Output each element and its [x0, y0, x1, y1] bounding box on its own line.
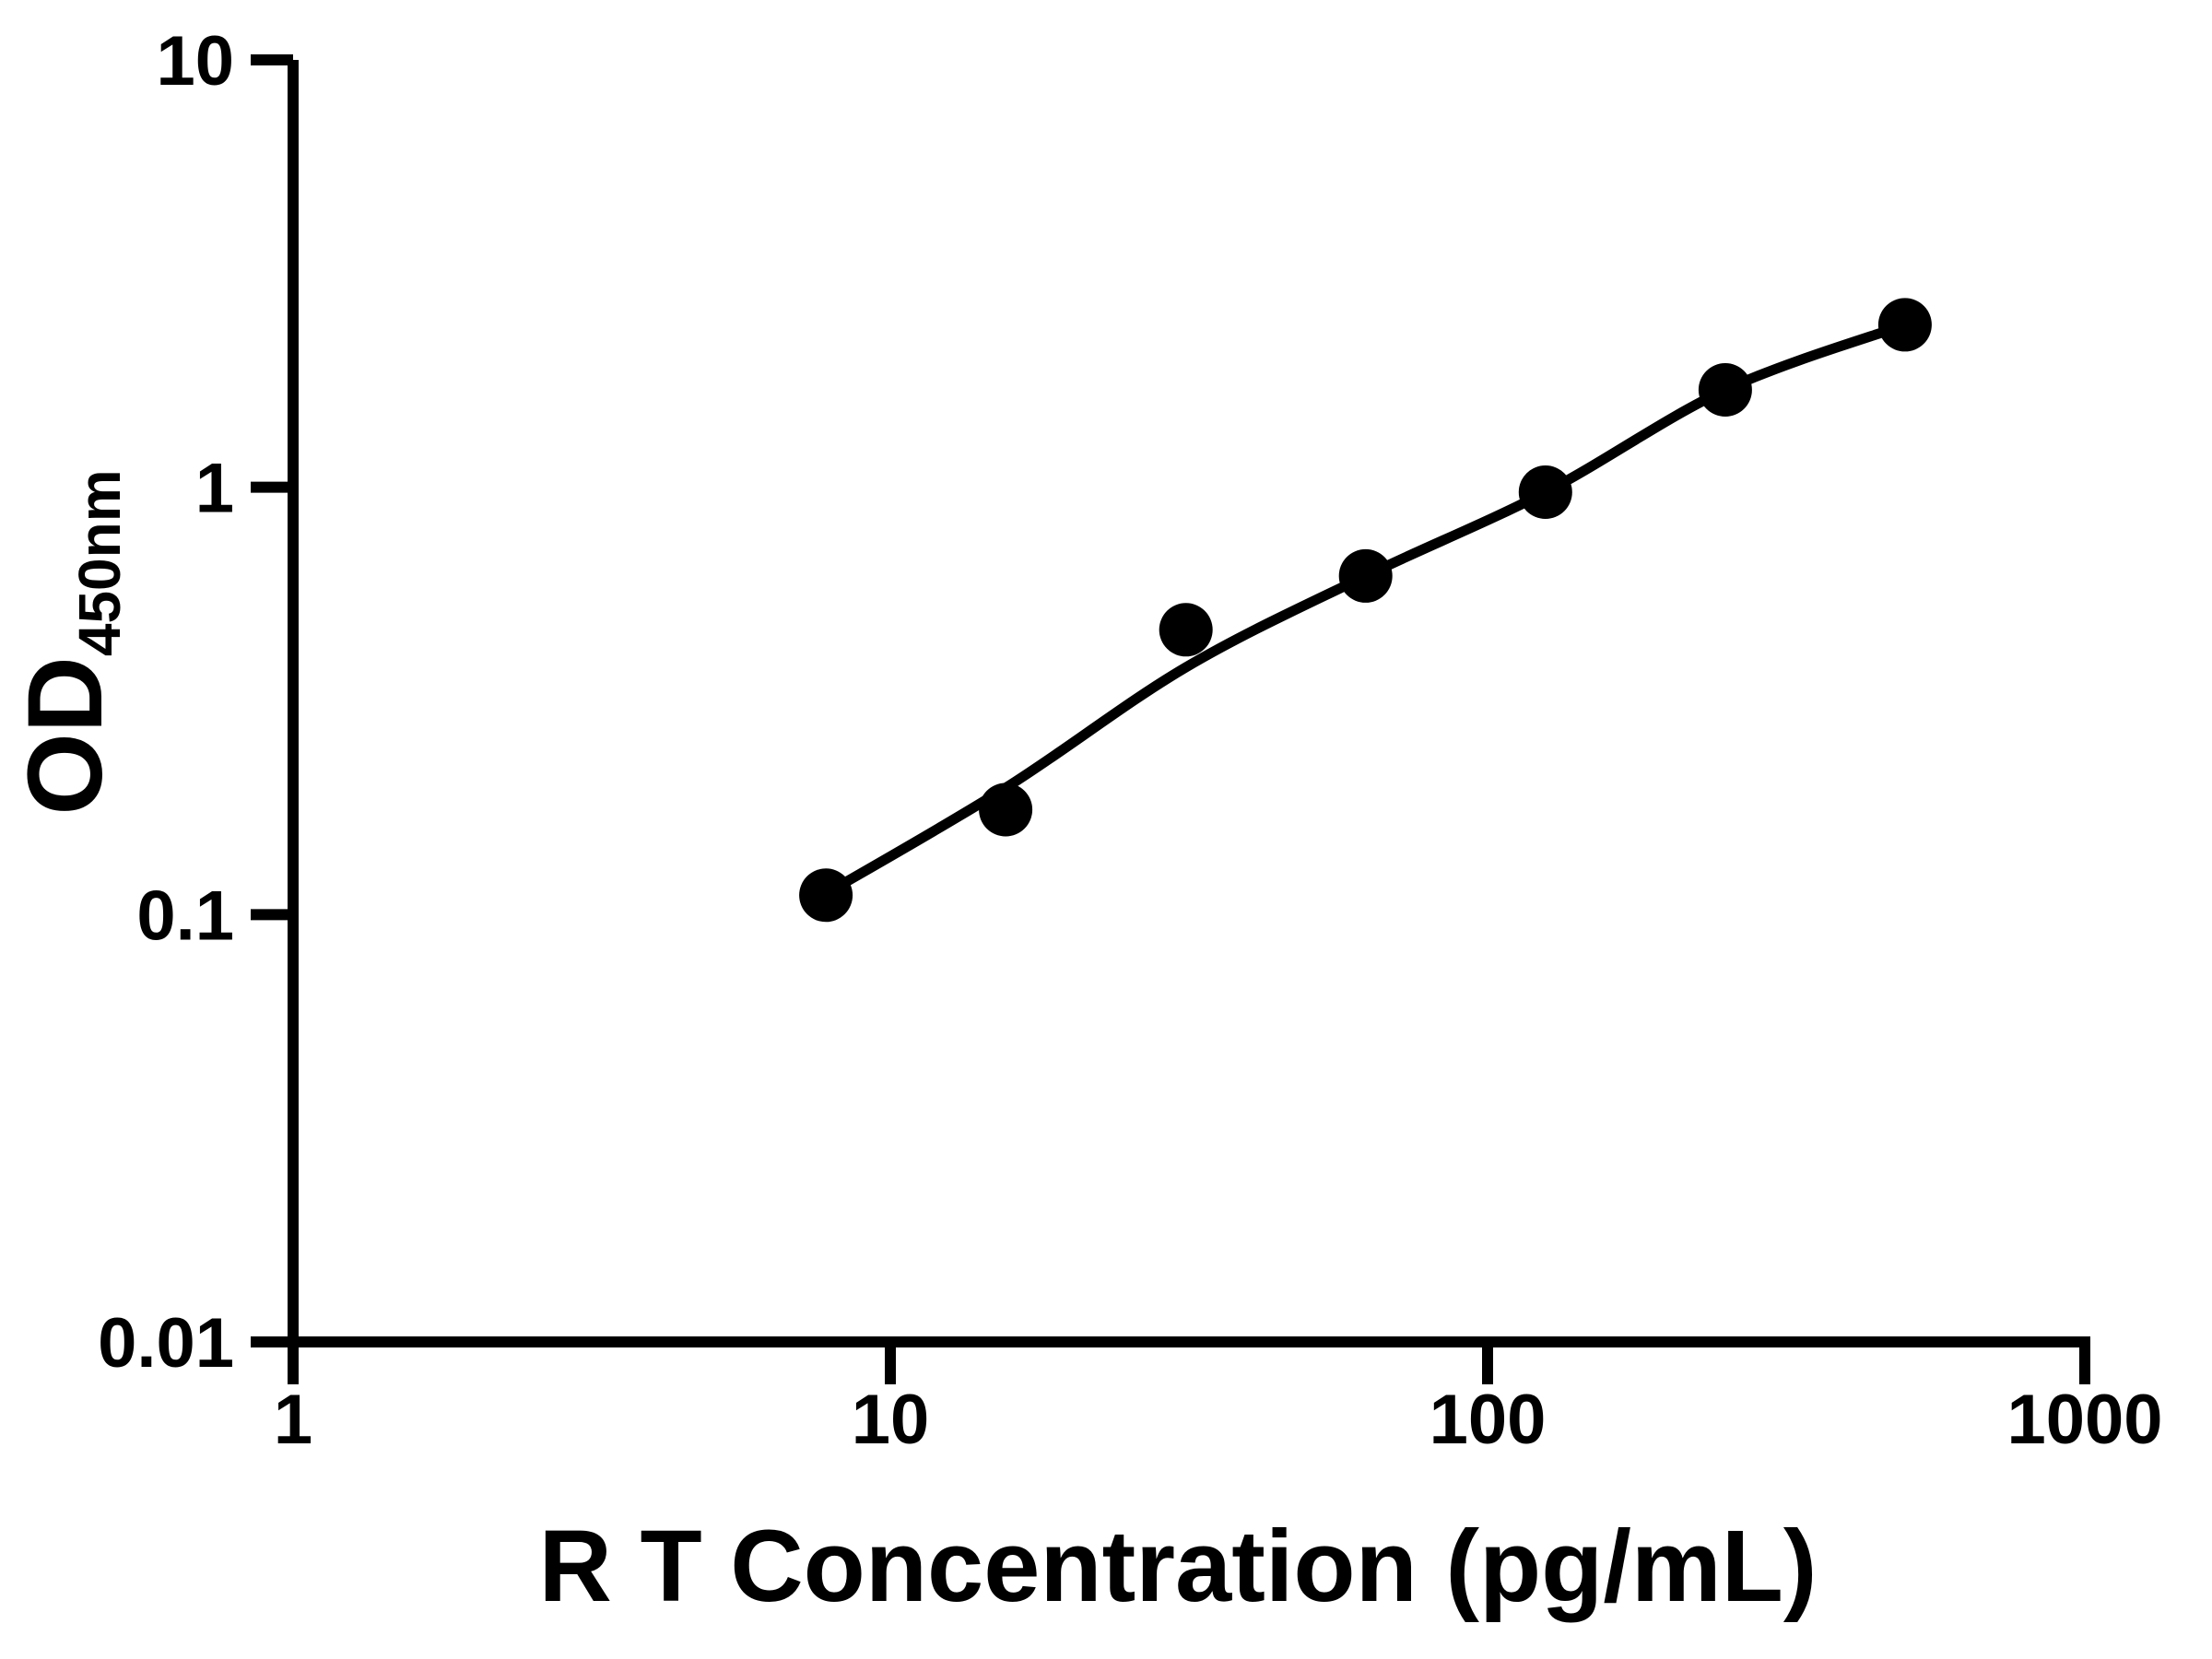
data-point	[1159, 603, 1213, 657]
data-point	[1338, 548, 1393, 603]
data-point	[1877, 298, 1932, 352]
y-tick-label: 10	[156, 22, 234, 100]
data-point	[799, 868, 853, 923]
data-point	[979, 782, 1033, 837]
x-tick-label: 10	[852, 1381, 930, 1459]
x-tick-label: 1	[274, 1381, 312, 1459]
x-tick-label: 100	[1430, 1381, 1547, 1459]
y-tick-label: 1	[195, 450, 234, 528]
y-axis-title: OD450nm	[6, 469, 133, 815]
y-axis-title-main: OD	[6, 656, 124, 816]
y-tick-label: 0.01	[98, 1304, 234, 1382]
x-tick-label: 1000	[2006, 1381, 2162, 1459]
data-point	[1518, 465, 1572, 519]
x-axis-title: R T Concentration (pg/mL)	[538, 1510, 1817, 1623]
data-point	[1698, 363, 1752, 417]
y-axis-title-subscript: 450nm	[66, 469, 133, 656]
y-tick-label: 0.1	[136, 877, 234, 955]
